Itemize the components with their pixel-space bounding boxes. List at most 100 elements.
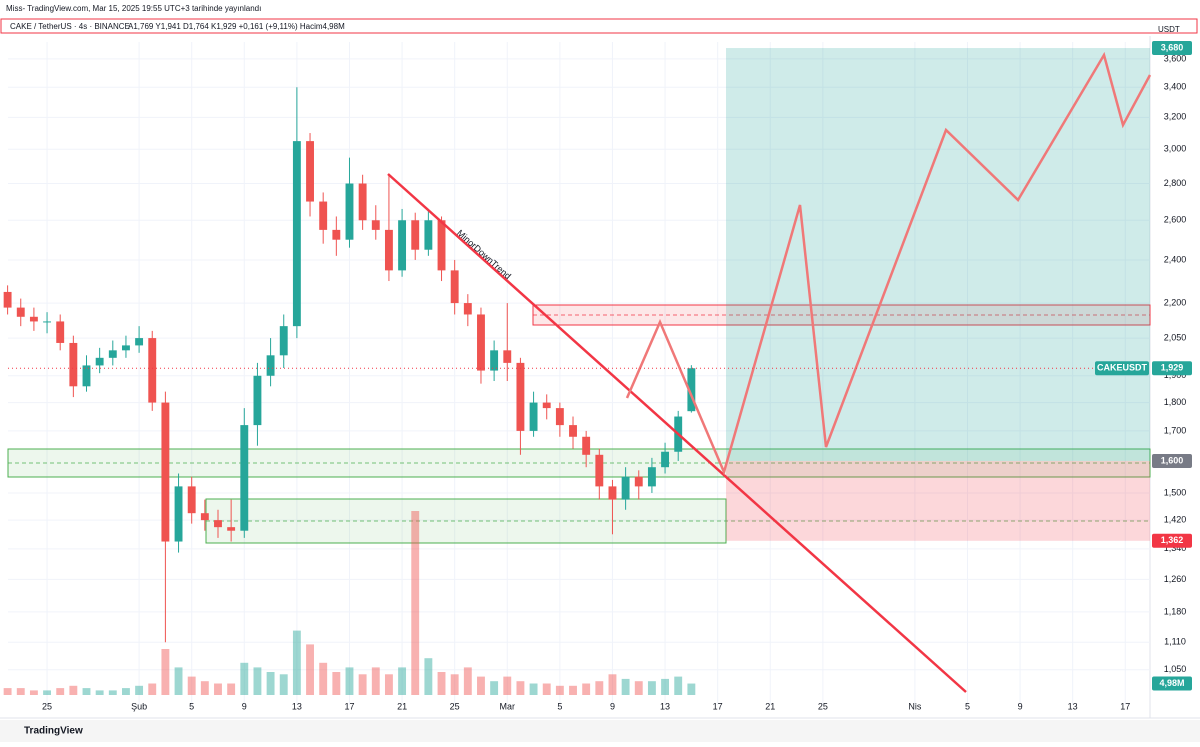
volume-bar	[358, 674, 367, 695]
candle-body	[56, 321, 65, 343]
volume-bar	[214, 683, 222, 695]
volume-bar	[608, 674, 617, 695]
candle-body	[503, 350, 512, 363]
price-label-box	[1152, 453, 1192, 468]
volume-bar	[332, 672, 341, 695]
volume-bar	[450, 674, 459, 695]
x-tick-label: 9	[242, 701, 247, 711]
candle-body	[3, 291, 12, 308]
volume-bar	[621, 678, 630, 695]
y-tick-label: 3,000	[1164, 144, 1187, 154]
candle-body	[463, 303, 472, 315]
volume-bar	[516, 681, 525, 695]
candle-body	[135, 338, 144, 346]
volume-bar	[3, 688, 12, 695]
price-label: 1,600	[1161, 455, 1184, 465]
y-tick-label: 3,400	[1164, 82, 1187, 92]
candle-body	[424, 220, 433, 250]
candle-body	[332, 229, 341, 240]
volume-bar	[43, 690, 51, 695]
volume-bar	[424, 658, 433, 695]
candle-body	[621, 476, 630, 500]
y-tick-label: 1,420	[1164, 515, 1187, 525]
candle-body	[411, 220, 420, 250]
candle-body	[200, 513, 209, 521]
candle-body	[516, 362, 525, 431]
x-tick-label: 5	[189, 701, 194, 711]
symbol-tag: CAKEUSDT	[1097, 363, 1148, 373]
candle-body	[398, 220, 407, 271]
volume-bar	[595, 681, 604, 695]
candle-body	[108, 350, 117, 358]
candle-body	[490, 350, 499, 371]
volume-bar	[16, 688, 25, 695]
volume-bar	[661, 678, 670, 695]
candle-body	[358, 183, 367, 221]
x-tick-label: 5	[965, 701, 970, 711]
candle-body	[371, 220, 380, 230]
x-tick-label: 17	[1120, 701, 1130, 711]
candle-body	[437, 220, 446, 271]
volume-bar	[240, 662, 249, 695]
volume-bar	[463, 667, 472, 695]
candle-body	[122, 345, 130, 351]
candle-body	[634, 476, 643, 487]
y-tick-label: 2,600	[1164, 215, 1187, 225]
y-tick-label: 3,200	[1164, 112, 1187, 122]
y-tick-label: 1,050	[1164, 664, 1187, 674]
volume-bar	[319, 662, 328, 695]
candle-body	[69, 342, 78, 387]
volume-bar	[371, 667, 380, 695]
volume-bar	[345, 667, 354, 695]
volume-bar	[582, 683, 591, 695]
candle-body	[214, 520, 222, 528]
volume-bar	[437, 672, 446, 695]
candle-body	[477, 314, 485, 371]
x-tick-label: 25	[42, 701, 52, 711]
ohlc-info: A1,769 Y1,941 D1,764 K1,929 +0,161 (+9,1…	[128, 22, 345, 31]
price-label-box	[1152, 533, 1192, 548]
volume-bar	[306, 644, 314, 695]
volume	[3, 511, 696, 695]
price-label-box	[1152, 361, 1192, 376]
candles	[3, 87, 696, 643]
candle-body	[595, 454, 604, 487]
volume-bar	[555, 685, 564, 695]
volume-bar	[95, 690, 104, 695]
volume-bar	[161, 649, 170, 695]
volume-label-box	[1152, 676, 1192, 691]
x-tick-label: 9	[1018, 701, 1023, 711]
volume-bar	[542, 683, 551, 695]
candle-body	[187, 486, 196, 514]
y-tick-label: 3,600	[1164, 53, 1187, 63]
volume-bar	[227, 683, 236, 695]
volume-bar	[384, 674, 393, 695]
stop-area	[726, 460, 1150, 541]
y-tick-label: 2,400	[1164, 254, 1187, 264]
price-label: 1,929	[1161, 363, 1184, 373]
x-tick-label: 17	[344, 701, 354, 711]
footer-bar	[0, 720, 1200, 742]
trend-line	[387, 173, 967, 693]
long-position	[726, 48, 1150, 541]
candle-body	[29, 316, 38, 322]
candle-body	[384, 229, 393, 271]
x-tick-label: 25	[818, 701, 828, 711]
x-tick-label: 5	[557, 701, 562, 711]
volume-bar	[56, 688, 65, 695]
volume-bar	[187, 676, 196, 695]
price-label: 3,680	[1161, 42, 1184, 52]
y-tick-label: 1,800	[1164, 397, 1187, 407]
x-tick-label: Şub	[131, 701, 147, 711]
candle-body	[542, 402, 551, 409]
candle-body	[16, 307, 25, 317]
x-tick-label: 9	[610, 701, 615, 711]
candle-body	[555, 408, 564, 426]
volume-bar	[174, 667, 183, 695]
volume-bar	[69, 685, 78, 695]
volume-bar	[253, 667, 262, 695]
published-note: Miss- TradingView.com, Mar 15, 2025 19:5…	[6, 4, 261, 13]
candle-body	[174, 486, 183, 542]
